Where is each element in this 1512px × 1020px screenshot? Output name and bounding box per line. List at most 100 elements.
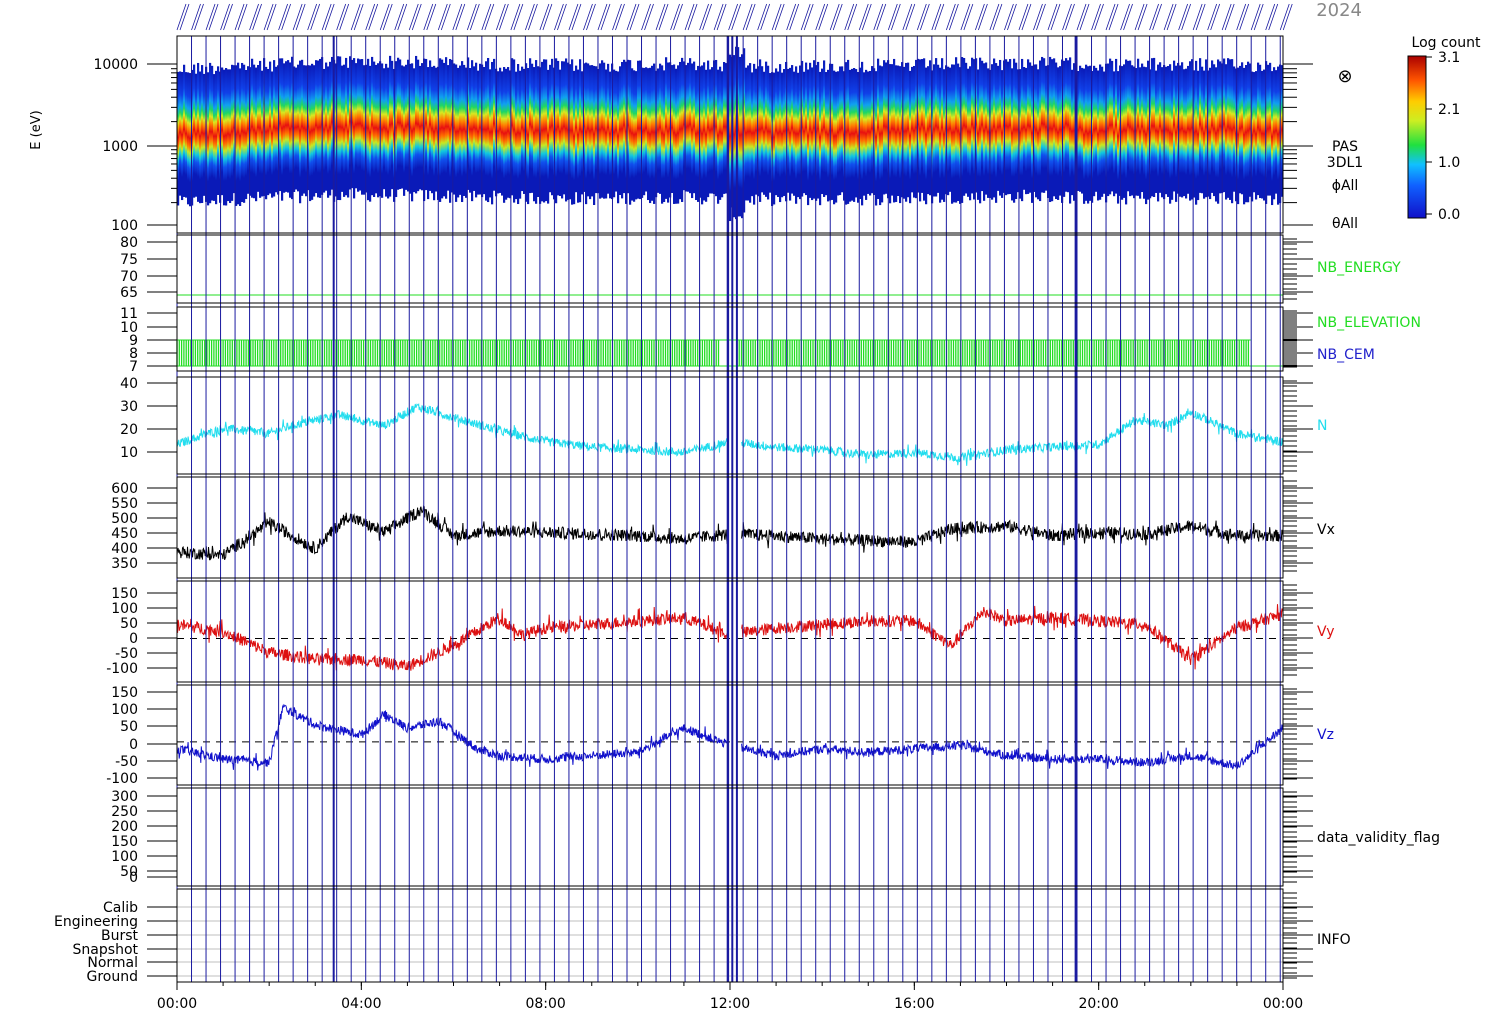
spectrogram-column — [859, 67, 862, 200]
spectrogram-column — [417, 59, 420, 192]
spectrogram-column — [1267, 64, 1270, 196]
x-tick-label: 20:00 — [1078, 996, 1118, 1012]
colorbar-gradient — [1407, 55, 1427, 219]
spectrogram-column — [567, 62, 570, 200]
time-stamp-mark — [641, 3, 654, 31]
spectrogram-column — [477, 70, 480, 195]
spectrogram-column — [569, 64, 572, 200]
time-stamp-mark — [858, 3, 872, 31]
spectrogram-column — [1053, 58, 1056, 197]
spectrogram-column — [1079, 65, 1082, 192]
spectrogram-column — [1049, 56, 1052, 203]
spectrogram-column — [779, 64, 782, 203]
spectrogram-column — [315, 60, 318, 194]
spectrogram-column — [709, 69, 712, 194]
spectrogram-column — [519, 70, 522, 199]
panel-tick-label: 70 — [120, 269, 138, 285]
spectrogram-column — [517, 64, 520, 205]
panel-frames — [176, 35, 1284, 983]
spectrogram-column — [1051, 59, 1054, 202]
spectrogram-column — [595, 66, 598, 194]
spectrogram-column — [667, 62, 670, 203]
panel-frame — [176, 35, 1284, 234]
spectrogram-column — [233, 65, 236, 194]
spectrogram-column — [573, 70, 576, 205]
spectrogram-column — [1253, 72, 1256, 193]
spectrogram-column — [1041, 56, 1044, 193]
panel-tick-label: 500 — [111, 511, 138, 527]
spectrogram-column — [619, 66, 622, 195]
spectrogram-column — [1115, 58, 1118, 194]
spectrogram-column — [645, 67, 648, 192]
x-tick-label: 16:00 — [894, 996, 934, 1012]
spectrogram-column — [295, 67, 298, 190]
time-stamp-mark — [278, 3, 291, 31]
spectrogram-column — [695, 70, 698, 201]
spectrogram-column — [361, 59, 364, 195]
spectrogram-column — [545, 59, 548, 202]
time-stamp-mark — [1265, 3, 1279, 31]
spectrogram-column — [747, 65, 750, 201]
spectrogram-column — [325, 62, 328, 191]
spectrogram-column — [251, 58, 254, 198]
time-stamp-mark — [1076, 3, 1090, 31]
spectrogram-column — [949, 67, 952, 192]
time-stamp-mark — [975, 3, 988, 31]
spectrogram-column — [805, 62, 808, 196]
spectrogram-column — [587, 63, 590, 197]
spectrogram-column — [631, 68, 634, 201]
spectrogram-column — [581, 71, 584, 195]
spectrogram-column — [689, 58, 692, 194]
top-time-stamp-decoration — [176, 3, 1293, 31]
time-stamp-mark — [554, 3, 567, 31]
spectrogram-column — [651, 65, 654, 201]
spectrogram-column — [1039, 60, 1042, 202]
spectrogram-column — [973, 59, 976, 200]
panel-tick-label: -100 — [106, 661, 138, 677]
panel-tick-label: 100 — [111, 702, 138, 718]
spectrogram-column — [825, 72, 828, 196]
spectrogram-column — [235, 65, 238, 206]
spectrogram-column — [393, 68, 396, 202]
spectrogram-column — [359, 59, 362, 191]
spectrogram-column — [679, 61, 682, 200]
spectrogram-column — [847, 59, 850, 204]
time-stamp-mark — [379, 3, 393, 31]
spectrogram-column — [1259, 64, 1262, 199]
spectrogram-column — [763, 71, 766, 195]
spectrogram-column — [1197, 70, 1200, 201]
time-stamp-mark — [626, 3, 640, 31]
time-stamp-mark — [1236, 3, 1250, 31]
spectrogram-column — [555, 58, 558, 204]
spectrogram-column — [1021, 58, 1024, 202]
spectrogram-column — [775, 68, 778, 196]
spectrogram-column — [1069, 57, 1072, 204]
spectrogram-column — [431, 66, 434, 194]
panel-right-label: data_validity_flag — [1317, 830, 1440, 846]
spectrogram-column — [507, 67, 510, 198]
spectrogram-column — [803, 71, 806, 194]
series-line — [176, 505, 1283, 561]
spectrogram-column — [699, 66, 702, 198]
spectrogram-column — [291, 56, 294, 200]
panel-right-label: Vz — [1317, 727, 1334, 743]
spectrogram-column — [1145, 67, 1148, 205]
spectrogram-column — [817, 61, 820, 199]
spectrogram-column — [1209, 67, 1212, 200]
panel-tick-label: 10 — [120, 445, 138, 461]
panel-tick-label: 400 — [111, 541, 138, 557]
spectrogram-column — [955, 57, 958, 203]
spectrogram-column — [445, 57, 448, 199]
panel-tick-label: 100 — [111, 849, 138, 865]
spectrogram-column — [1111, 60, 1114, 192]
time-stamp-mark — [191, 3, 204, 31]
spectrogram-column — [649, 67, 652, 204]
spectrogram-column — [623, 59, 626, 194]
panel-tick-label: 11 — [120, 306, 138, 322]
spectrogram-column — [185, 72, 188, 198]
spectrogram-column — [395, 61, 398, 198]
spectrogram-column — [243, 64, 246, 203]
time-stamp-mark — [612, 3, 625, 31]
time-stamp-mark — [931, 3, 945, 31]
spectrogram-column — [845, 62, 848, 205]
